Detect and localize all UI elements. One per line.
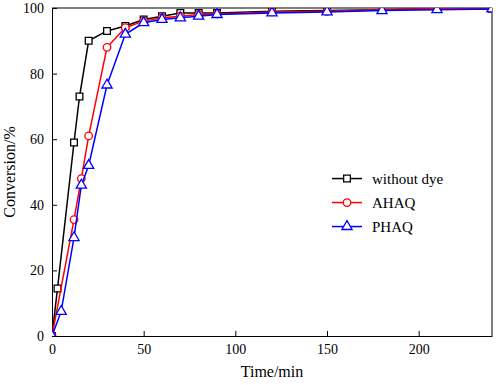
plot: 0 50 100 150 200 0 20 40 60 80 100 xyxy=(23,1,497,357)
series-marker xyxy=(212,9,222,18)
series-marker xyxy=(76,179,86,188)
y-tick: 20 xyxy=(30,263,57,278)
x-tick-label: 0 xyxy=(49,342,56,357)
y-tick: 80 xyxy=(30,67,57,82)
x-tick: 150 xyxy=(317,331,338,357)
series-marker xyxy=(84,160,94,169)
y-axis: 0 20 40 60 80 100 xyxy=(23,1,57,344)
legend-item: PHAQ xyxy=(332,219,413,235)
legend-marker xyxy=(343,199,351,207)
y-tick-mark xyxy=(52,74,57,75)
series-line xyxy=(52,9,492,336)
legend: without dye AHAQ PHAQ xyxy=(332,171,444,235)
x-axis: 0 50 100 150 200 xyxy=(49,331,493,357)
y-tick: 60 xyxy=(30,132,57,147)
series-marker xyxy=(322,8,332,15)
legend-item: without dye xyxy=(332,171,444,187)
x-tick-label: 100 xyxy=(225,342,246,357)
y-axis-line xyxy=(52,9,53,337)
series-line xyxy=(52,9,492,336)
y-axis-title: Conversion/% xyxy=(1,126,18,218)
y-tick-label: 80 xyxy=(30,67,44,82)
series-marker xyxy=(71,139,78,146)
series-marker xyxy=(103,44,111,52)
series-marker xyxy=(102,79,112,88)
series-marker xyxy=(85,132,93,140)
x-tick-label: 50 xyxy=(137,342,151,357)
legend-label: PHAQ xyxy=(372,219,413,235)
legend-label: AHAQ xyxy=(372,195,415,211)
series-marker xyxy=(139,17,149,26)
legend-marker xyxy=(342,221,352,230)
y-tick-mark xyxy=(52,8,57,9)
series-marker xyxy=(120,28,130,37)
legend-label: without dye xyxy=(372,171,444,187)
x-tick-label: 150 xyxy=(317,342,338,357)
y-tick-label: 40 xyxy=(30,198,44,213)
x-tick: 50 xyxy=(137,331,151,357)
y-tick-label: 0 xyxy=(37,329,44,344)
series-marker xyxy=(56,306,66,315)
y-tick: 100 xyxy=(23,1,57,16)
chart: 0 50 100 150 200 0 20 40 60 80 100 Time/min Conversi… xyxy=(0,0,500,385)
x-tick-mark xyxy=(327,331,328,336)
y-tick-mark xyxy=(52,270,57,271)
series-marker xyxy=(267,8,277,16)
x-tick: 100 xyxy=(225,331,246,357)
series-marker xyxy=(85,37,92,44)
x-tick-mark xyxy=(419,331,420,336)
x-tick-mark xyxy=(144,331,145,336)
series-marker xyxy=(175,12,185,21)
series-marker xyxy=(432,8,442,13)
data-area xyxy=(52,8,492,336)
x-tick: 200 xyxy=(409,331,430,357)
y-tick-label: 100 xyxy=(23,1,44,16)
legend-item: AHAQ xyxy=(332,195,415,211)
x-axis-line xyxy=(53,336,493,337)
x-axis-title: Time/min xyxy=(241,363,304,380)
series-marker xyxy=(52,330,57,336)
y-tick-mark xyxy=(52,205,57,206)
series-line xyxy=(52,9,492,336)
y-tick-mark xyxy=(52,139,57,140)
legend-marker xyxy=(344,175,351,182)
frame-right xyxy=(492,8,493,336)
x-tick-label: 200 xyxy=(409,342,430,357)
y-tick-label: 60 xyxy=(30,132,44,147)
x-tick-mark xyxy=(235,331,236,336)
series-marker xyxy=(194,10,204,19)
y-tick-label: 20 xyxy=(30,263,44,278)
series-marker xyxy=(487,8,492,12)
series-marker xyxy=(104,28,111,35)
y-tick: 40 xyxy=(30,198,57,213)
series-marker xyxy=(377,8,387,14)
series-marker xyxy=(157,14,167,23)
series-marker xyxy=(69,232,79,241)
series-marker xyxy=(76,93,83,100)
y-tick-mark xyxy=(52,336,57,337)
